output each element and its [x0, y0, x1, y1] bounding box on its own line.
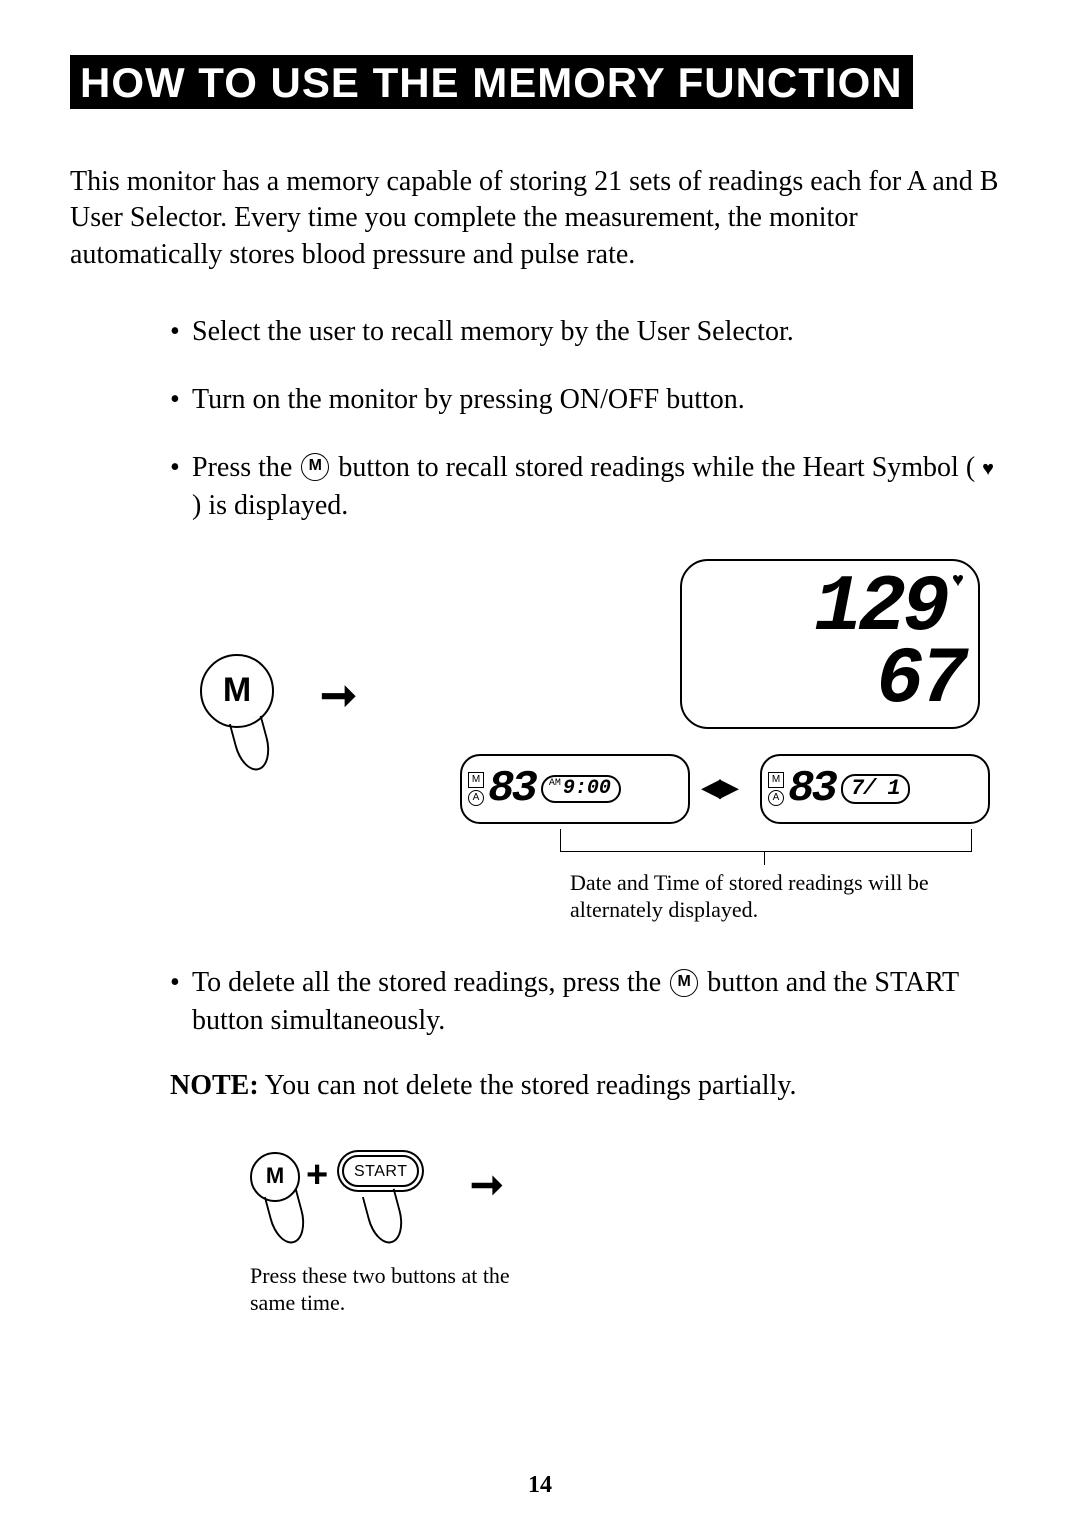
time-value: 9:00: [563, 777, 611, 800]
manual-page: HOW TO USE THE MEMORY FUNCTION This moni…: [0, 0, 1080, 1529]
bracket-icon: [560, 829, 972, 852]
bracket-stem-icon: [764, 851, 765, 865]
section-title: HOW TO USE THE MEMORY FUNCTION: [70, 55, 913, 109]
indicator-stack: M A: [468, 772, 484, 806]
date-subdisplay: 7/ 1: [841, 774, 910, 804]
start-button-icon: START: [342, 1155, 419, 1187]
note-text: You can not delete the stored readings p…: [259, 1070, 797, 1101]
intro-paragraph: This monitor has a memory capable of sto…: [70, 164, 1010, 273]
text-fragment: button to recall stored readings while t…: [338, 452, 982, 483]
pulse-value: 83: [488, 764, 535, 814]
lcd-date-display: M A 83 7/ 1: [760, 754, 990, 824]
text-fragment: ) is displayed.: [192, 490, 348, 521]
memory-indicator-icon: M: [768, 772, 784, 788]
time-subdisplay: AM .9:00: [541, 775, 621, 803]
memory-indicator-icon: M: [468, 772, 484, 788]
user-indicator-icon: A: [768, 790, 784, 806]
systolic-value: 129♥: [696, 573, 964, 645]
ampm-label: AM: [549, 779, 561, 789]
arrow-right-icon: ➞: [320, 670, 357, 721]
diastolic-value: 67: [696, 645, 964, 717]
value: 129: [814, 563, 946, 654]
text-fragment: Press the: [192, 452, 299, 483]
instruction-item: Press the M button to recall stored read…: [170, 449, 1010, 525]
reading-display: 129♥ 67: [680, 559, 980, 729]
heart-icon: ♥: [982, 458, 994, 480]
memory-button-icon: M: [301, 453, 329, 481]
lcd-time-display: M A 83 AM .9:00: [460, 754, 690, 824]
finger-press-icon: [264, 1188, 310, 1247]
note-line: NOTE: You can not delete the stored read…: [170, 1070, 1010, 1102]
instruction-item: Select the user to recall memory by the …: [170, 313, 1010, 351]
instruction-list: Select the user to recall memory by the …: [70, 313, 1010, 524]
instruction-item: To delete all the stored readings, press…: [170, 964, 1010, 1040]
memory-button-icon: M: [670, 969, 698, 997]
memory-recall-diagram: M ➞ 129♥ 67 M A 83 AM .9:00 ◀▶ M A: [180, 574, 1020, 924]
finger-press-icon: [229, 716, 275, 775]
date-value: 7/ 1: [851, 776, 900, 801]
page-number: 14: [0, 1472, 1080, 1499]
memory-button-icon: M: [200, 654, 274, 728]
delete-memory-diagram: M + START ➞ Press these two buttons at t…: [250, 1152, 650, 1322]
plus-icon: +: [306, 1154, 328, 1197]
indicator-stack: M A: [768, 772, 784, 806]
user-indicator-icon: A: [468, 790, 484, 806]
arrow-right-icon: ➞: [470, 1162, 504, 1208]
instruction-list: To delete all the stored readings, press…: [70, 964, 1010, 1040]
heart-icon: ♥: [952, 570, 964, 593]
finger-press-icon: [362, 1188, 408, 1247]
text-fragment: To delete all the stored readings, press…: [192, 967, 668, 998]
alternate-arrows-icon: ◀▶: [701, 772, 737, 803]
instruction-item: Turn on the monitor by pressing ON/OFF b…: [170, 381, 1010, 419]
diagram-caption: Press these two buttons at the same time…: [250, 1262, 550, 1317]
diagram-caption: Date and Time of stored readings will be…: [570, 870, 990, 923]
note-label: NOTE:: [170, 1070, 259, 1101]
pulse-value: 83: [788, 764, 835, 814]
